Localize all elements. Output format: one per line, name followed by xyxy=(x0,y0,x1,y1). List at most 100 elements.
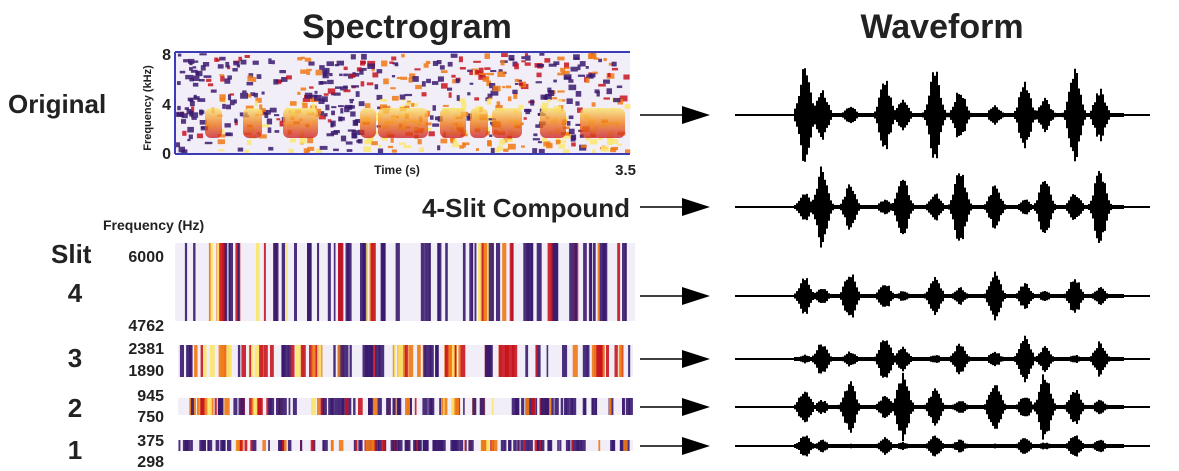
slit-2-spectrogram xyxy=(178,398,633,415)
spec-cell xyxy=(503,148,509,152)
strip-band xyxy=(414,398,417,415)
strip-band xyxy=(375,345,381,377)
strip-band xyxy=(521,398,525,415)
spec-cell xyxy=(426,127,432,131)
strip-band xyxy=(509,243,514,321)
spec-cell xyxy=(437,76,444,82)
strip-band xyxy=(251,398,254,415)
spec-cell xyxy=(192,75,200,81)
spec-cell xyxy=(467,69,473,73)
spec-cell xyxy=(381,136,388,141)
waveform-original xyxy=(735,68,1150,162)
spec-cell xyxy=(603,58,607,62)
spec-cell xyxy=(580,144,587,148)
spec-cell xyxy=(303,148,308,154)
spec-cell xyxy=(568,128,575,135)
spec-cell xyxy=(486,96,493,100)
spec-cell xyxy=(319,81,327,85)
spec-cell xyxy=(322,96,328,102)
strip-band xyxy=(547,243,553,321)
spec-cell xyxy=(177,105,181,111)
strip-band xyxy=(493,440,498,451)
spec-cell xyxy=(555,139,561,145)
spec-cell xyxy=(456,95,460,101)
spec-cell xyxy=(185,74,194,80)
spec-cell xyxy=(254,100,258,107)
spec-cell xyxy=(229,99,235,106)
spec-cell xyxy=(311,103,315,110)
spec-cell xyxy=(379,99,388,102)
strip-band xyxy=(262,345,268,377)
spec-cell xyxy=(500,60,505,66)
spec-cell xyxy=(520,122,524,126)
spec-cell xyxy=(489,83,496,89)
spec-cell xyxy=(553,79,557,83)
spec-cell xyxy=(240,92,249,99)
spec-cell xyxy=(281,77,288,82)
strip-band xyxy=(187,440,191,451)
formant-band xyxy=(540,108,566,138)
spec-cell xyxy=(256,74,262,79)
strip-band xyxy=(249,345,252,377)
strip-band xyxy=(368,398,373,415)
strip-band xyxy=(625,398,630,415)
spec-cell xyxy=(252,60,259,65)
spec-cell xyxy=(191,106,195,113)
strip-band xyxy=(320,398,325,415)
spec-cell xyxy=(227,75,232,80)
strip-band xyxy=(508,440,512,451)
spec-cell xyxy=(218,149,225,152)
spec-cell xyxy=(524,53,529,56)
spec-cell xyxy=(585,135,591,141)
strip-band xyxy=(281,345,286,377)
spec-cell xyxy=(589,138,598,145)
spec-cell xyxy=(390,87,396,90)
spec-cell xyxy=(553,61,560,65)
spec-cell xyxy=(538,148,545,155)
strip-band xyxy=(578,440,582,451)
strip-band xyxy=(334,398,340,415)
waveform-slit-3 xyxy=(735,335,1150,383)
spec-cell xyxy=(356,139,361,143)
spec-cell xyxy=(366,82,374,86)
arrow-slit-3 xyxy=(640,350,710,368)
spec-cell xyxy=(506,85,512,89)
spec-cell xyxy=(237,147,244,152)
spec-cell xyxy=(603,79,610,84)
spec-cell xyxy=(187,139,191,142)
spec-cell xyxy=(440,70,448,74)
strip-band xyxy=(218,345,224,377)
spec-cell xyxy=(316,108,322,115)
spec-cell xyxy=(493,148,500,153)
spec-cell xyxy=(459,145,464,149)
strip-band xyxy=(620,440,624,451)
spec-cell xyxy=(404,93,413,97)
spec-cell xyxy=(440,138,448,144)
strip-band xyxy=(311,398,317,415)
spec-cell xyxy=(453,139,458,144)
strip-band xyxy=(594,345,600,377)
waveform-trace xyxy=(794,435,1124,457)
strip-band xyxy=(582,345,588,377)
spec-cell xyxy=(225,104,232,110)
strip-band xyxy=(527,440,533,451)
spec-cell xyxy=(613,97,621,103)
strip-band xyxy=(591,345,597,377)
spec-cell xyxy=(181,119,187,124)
spec-cell xyxy=(579,61,586,67)
formant-band xyxy=(492,108,522,138)
spec-cell xyxy=(326,61,334,67)
spec-cell xyxy=(377,148,384,155)
strip-band xyxy=(278,398,284,415)
strip-band xyxy=(565,398,570,415)
spec-cell xyxy=(565,66,570,70)
strip-band xyxy=(315,345,318,377)
spec-cell xyxy=(240,59,247,65)
spec-cell xyxy=(330,131,338,135)
strip-band xyxy=(542,398,547,415)
waveform-compound xyxy=(735,166,1150,248)
strip-band xyxy=(295,345,298,377)
spec-cell xyxy=(236,64,241,68)
spec-cell xyxy=(176,111,184,117)
spec-cell xyxy=(563,76,572,80)
